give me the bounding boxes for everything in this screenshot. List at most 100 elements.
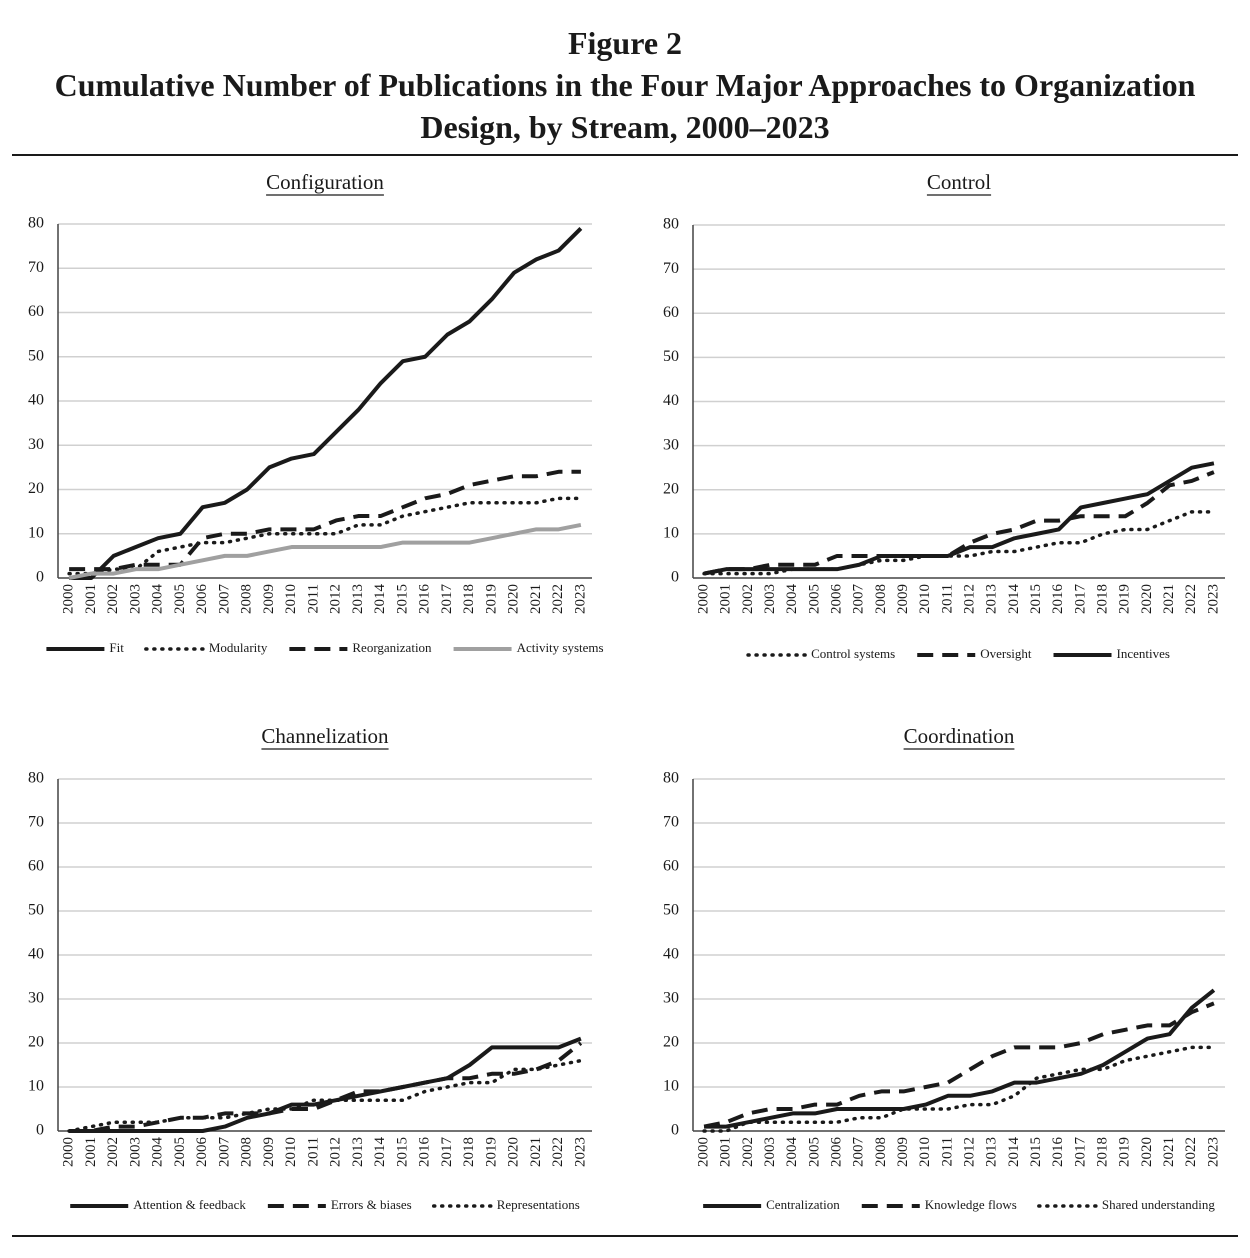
- legend-label: Control systems: [811, 646, 895, 661]
- x-tick-label: 2022: [550, 584, 566, 614]
- x-tick-label: 2009: [895, 1137, 911, 1167]
- series-line: [69, 1036, 582, 1133]
- y-tick-label: 60: [663, 304, 679, 321]
- x-tick-label: 2022: [1183, 1137, 1199, 1167]
- legend-label: Shared understanding: [1102, 1197, 1216, 1212]
- series-line: [702, 510, 1216, 576]
- x-tick-label: 2011: [939, 1137, 955, 1166]
- panel-title: Coordination: [904, 724, 1015, 748]
- y-tick-label: 60: [663, 858, 679, 875]
- x-tick-label: 2010: [917, 584, 933, 614]
- x-tick-label: 2022: [1183, 584, 1199, 614]
- x-tick-label: 2019: [483, 1137, 499, 1167]
- y-tick-label: 10: [663, 525, 679, 542]
- y-tick-label: 10: [663, 1078, 679, 1095]
- y-tick-label: 20: [663, 1034, 679, 1051]
- x-tick-label: 2007: [851, 1137, 867, 1168]
- y-tick-label: 80: [663, 216, 679, 233]
- x-tick-label: 2014: [372, 1137, 388, 1168]
- y-tick-label: 20: [28, 480, 44, 497]
- x-tick-label: 2007: [216, 584, 232, 615]
- x-tick-label: 2001: [718, 1137, 734, 1167]
- x-tick-label: 2001: [83, 584, 99, 614]
- panel-title: Channelization: [261, 724, 389, 748]
- y-tick-label: 50: [28, 347, 44, 364]
- x-tick-label: 2005: [172, 1137, 188, 1167]
- x-tick-label: 2014: [1006, 584, 1022, 615]
- y-tick-label: 0: [36, 569, 44, 586]
- x-tick-label: 2000: [696, 1137, 712, 1167]
- x-tick-label: 2021: [528, 584, 544, 614]
- x-tick-label: 2011: [939, 584, 955, 613]
- x-tick-label: 2021: [1161, 1137, 1177, 1167]
- x-tick-label: 2021: [1161, 584, 1177, 614]
- x-tick-label: 2000: [61, 584, 77, 614]
- y-tick-label: 30: [663, 436, 679, 453]
- x-tick-label: 2003: [127, 1137, 143, 1167]
- y-tick-label: 70: [28, 259, 44, 276]
- series-line: [69, 1041, 583, 1133]
- series-line: [703, 461, 1215, 576]
- x-tick-label: 2023: [572, 584, 588, 614]
- y-tick-label: 20: [663, 480, 679, 497]
- x-tick-label: 2008: [239, 1137, 255, 1167]
- y-tick-label: 0: [671, 569, 679, 586]
- y-tick-label: 80: [663, 770, 679, 787]
- x-tick-label: 2002: [105, 584, 121, 614]
- x-tick-label: 2010: [283, 1137, 299, 1167]
- x-tick-label: 2002: [105, 1137, 121, 1167]
- x-tick-label: 2016: [1050, 1137, 1066, 1168]
- legend: Attention & feedback Errors & biases Repre…: [70, 1197, 580, 1212]
- x-tick-label: 2004: [784, 584, 800, 615]
- legend-label: Oversight: [980, 646, 1032, 661]
- y-tick-label: 70: [28, 814, 44, 831]
- x-tick-label: 2013: [984, 1137, 1000, 1167]
- y-tick-label: 40: [28, 392, 44, 409]
- x-tick-label: 2009: [261, 1137, 277, 1167]
- x-tick-label: 2018: [461, 584, 477, 614]
- x-tick-label: 2008: [239, 584, 255, 614]
- legend: Centralization Knowledge flows Shared unde…: [703, 1197, 1215, 1212]
- legend-label: Errors & biases: [331, 1197, 412, 1212]
- legend-label: Fit: [109, 640, 124, 655]
- x-tick-label: 2020: [1139, 1137, 1155, 1167]
- series-line: [69, 469, 581, 572]
- x-tick-label: 2009: [895, 584, 911, 614]
- x-tick-label: 2023: [1205, 1137, 1221, 1167]
- x-tick-label: 2005: [806, 584, 822, 614]
- y-tick-label: 30: [663, 990, 679, 1007]
- series-line: [702, 1045, 1216, 1133]
- x-tick-label: 2015: [1028, 1137, 1044, 1167]
- legend-label: Activity systems: [517, 640, 604, 655]
- x-tick-label: 2005: [172, 584, 188, 614]
- x-tick-label: 2001: [83, 1137, 99, 1167]
- x-tick-label: 2014: [372, 584, 388, 615]
- x-tick-label: 2011: [305, 1137, 321, 1166]
- legend-label: Incentives: [1117, 646, 1170, 661]
- x-tick-label: 2004: [150, 1137, 166, 1168]
- x-tick-label: 2020: [1139, 584, 1155, 614]
- x-tick-label: 2018: [1095, 584, 1111, 614]
- x-tick-label: 2000: [696, 584, 712, 614]
- panel-title: Configuration: [266, 170, 384, 194]
- x-tick-label: 2008: [873, 1137, 889, 1167]
- series-line: [67, 1058, 583, 1133]
- y-tick-label: 0: [671, 1122, 679, 1139]
- x-tick-label: 2004: [784, 1137, 800, 1168]
- x-tick-label: 2006: [194, 584, 210, 615]
- x-tick-label: 2019: [483, 584, 499, 614]
- x-tick-label: 2005: [806, 1137, 822, 1167]
- figure-header: Figure 2 Cumulative Number of Publicatio…: [0, 22, 1250, 148]
- series-line: [703, 470, 1215, 576]
- x-tick-label: 2012: [962, 584, 978, 614]
- x-tick-label: 2003: [127, 584, 143, 614]
- legend: Fit Modularity Reorganization Activity syst…: [46, 640, 604, 655]
- x-tick-label: 2003: [762, 584, 778, 614]
- panel-title: Control: [927, 170, 991, 194]
- x-tick-label: 2015: [394, 584, 410, 614]
- x-tick-label: 2010: [283, 584, 299, 614]
- x-tick-label: 2017: [439, 1137, 455, 1168]
- figure-label: Figure 2: [567, 25, 683, 61]
